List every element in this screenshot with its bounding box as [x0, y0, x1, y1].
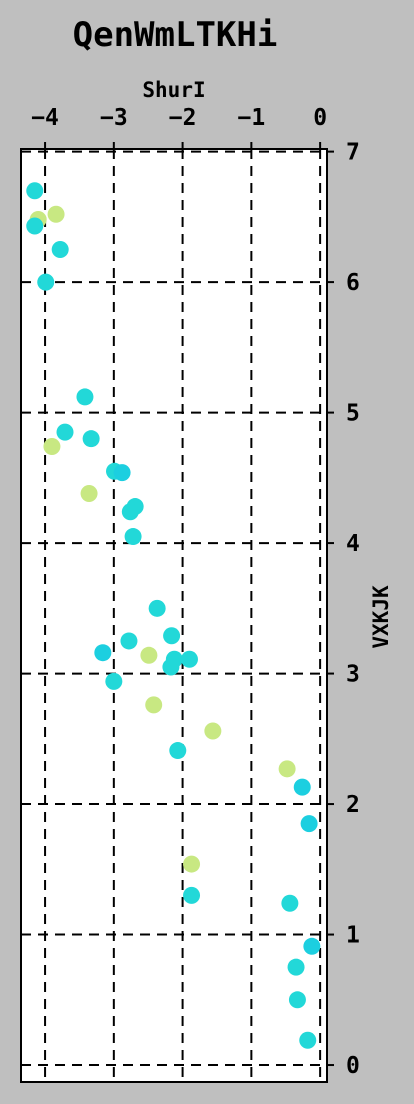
scatter-point — [82, 430, 100, 448]
plot-area — [20, 148, 328, 1083]
scatter-point — [56, 423, 74, 441]
scatter-point — [80, 484, 98, 502]
scatter-point — [169, 742, 187, 760]
scatter-point — [43, 438, 61, 456]
data-points — [26, 182, 321, 1049]
x-tick-label: −2 — [169, 105, 197, 131]
scatter-point — [51, 240, 69, 258]
scatter-point — [121, 503, 139, 521]
y-tick-label: 3 — [346, 662, 360, 688]
grid — [21, 149, 327, 1082]
scatter-point — [303, 937, 321, 955]
scatter-point — [26, 217, 44, 235]
scatter-point — [293, 778, 311, 796]
scatter-point — [287, 958, 305, 976]
x-axis-label: ShurI — [142, 78, 205, 102]
scatter-point — [26, 182, 44, 200]
scatter-point — [148, 599, 166, 617]
scatter-point — [124, 528, 142, 546]
y-tick-label: 6 — [346, 270, 360, 296]
scatter-point — [183, 886, 201, 904]
x-tick-label: −4 — [31, 105, 59, 131]
scatter-point — [120, 632, 138, 650]
y-axis-ticks: 0 1 2 3 4 5 6 7 — [327, 140, 360, 1079]
x-tick-label: −3 — [100, 105, 128, 131]
y-axis-label: VXKJK — [369, 585, 393, 649]
y-tick-label: 7 — [346, 140, 360, 166]
scatter-point — [140, 646, 158, 664]
scatter-point — [76, 388, 94, 406]
x-axis-ticks: −4 −3 −2 −1 0 — [31, 105, 327, 149]
y-tick-label: 0 — [346, 1053, 360, 1079]
x-tick-label: 0 — [313, 105, 327, 131]
scatter-point — [37, 273, 55, 291]
scatter-point — [105, 672, 123, 690]
scatter-point — [278, 760, 296, 778]
scatter-point — [163, 627, 181, 645]
scatter-point — [47, 205, 65, 223]
chart-title: QenWmLTKHi — [73, 15, 278, 55]
scatter-point — [288, 991, 306, 1009]
scatter-point — [183, 855, 201, 873]
scatter-point — [300, 815, 318, 833]
scatter-point — [180, 650, 198, 668]
scatter-point — [299, 1031, 317, 1049]
y-tick-label: 1 — [346, 923, 360, 949]
y-tick-label: 2 — [346, 792, 360, 818]
y-tick-label: 4 — [346, 531, 360, 557]
scatter-point — [204, 722, 222, 740]
y-tick-label: 5 — [346, 401, 360, 427]
scatter-point — [113, 464, 131, 482]
x-tick-label: −1 — [238, 105, 266, 131]
scatter-point — [145, 696, 163, 714]
scatter-point — [281, 894, 299, 912]
scatter-point — [94, 644, 112, 662]
scatter-point — [162, 658, 180, 676]
